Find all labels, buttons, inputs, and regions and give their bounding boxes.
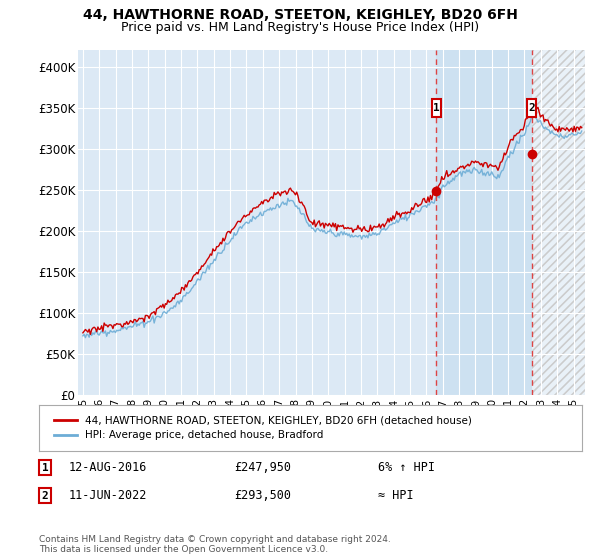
Text: 11-JUN-2022: 11-JUN-2022 <box>69 489 148 502</box>
Text: 12-AUG-2016: 12-AUG-2016 <box>69 461 148 474</box>
Text: 44, HAWTHORNE ROAD, STEETON, KEIGHLEY, BD20 6FH: 44, HAWTHORNE ROAD, STEETON, KEIGHLEY, B… <box>83 8 517 22</box>
Text: 2: 2 <box>41 491 49 501</box>
Text: £293,500: £293,500 <box>234 489 291 502</box>
Text: ≈ HPI: ≈ HPI <box>378 489 413 502</box>
Bar <box>532 50 600 395</box>
Text: 1: 1 <box>41 463 49 473</box>
Text: 6% ↑ HPI: 6% ↑ HPI <box>378 461 435 474</box>
Text: Price paid vs. HM Land Registry's House Price Index (HPI): Price paid vs. HM Land Registry's House … <box>121 21 479 34</box>
Text: 1: 1 <box>433 103 440 113</box>
Legend: 44, HAWTHORNE ROAD, STEETON, KEIGHLEY, BD20 6FH (detached house), HPI: Average p: 44, HAWTHORNE ROAD, STEETON, KEIGHLEY, B… <box>50 411 476 445</box>
FancyBboxPatch shape <box>527 99 536 117</box>
Text: £247,950: £247,950 <box>234 461 291 474</box>
Bar <box>532 50 600 395</box>
Bar <box>436 50 532 395</box>
Text: Contains HM Land Registry data © Crown copyright and database right 2024.
This d: Contains HM Land Registry data © Crown c… <box>39 535 391 554</box>
Bar <box>532 50 600 395</box>
FancyBboxPatch shape <box>432 99 441 117</box>
Text: 2: 2 <box>529 103 535 113</box>
